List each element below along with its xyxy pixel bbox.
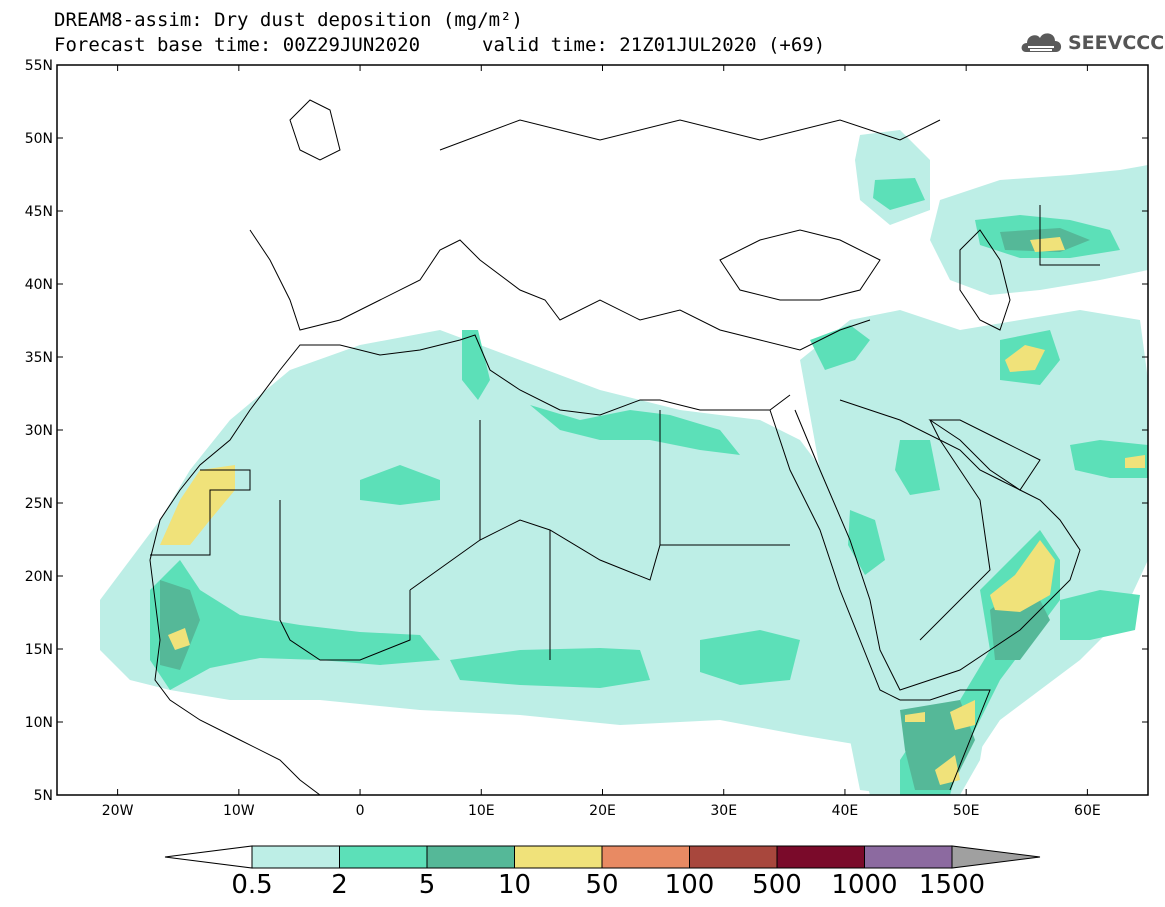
colorbar-label: 1000 <box>831 870 897 900</box>
lat-tick-label: 25N <box>25 496 53 512</box>
dust-field-eastern-europe <box>855 130 930 225</box>
dust-fields <box>100 99 1148 795</box>
lon-tick-label: 20W <box>102 803 134 819</box>
lon-tick-label: 50E <box>953 803 980 819</box>
colorbar-label: 50 <box>585 870 618 900</box>
colorbar-segment <box>689 845 778 869</box>
coastline-north-africa <box>149 334 791 561</box>
dust-field-sahel-band <box>450 648 650 688</box>
dust-field-red-sea <box>848 510 885 575</box>
colorbar-label: 5 <box>419 870 436 900</box>
colorbar: 0.5 2 5 10 50 100 500 1000 1500 <box>164 845 1041 900</box>
map-title: DREAM8-assim: Dry dust deposition (mg/m²… <box>54 9 523 31</box>
colorbar-label: 0.5 <box>231 870 272 900</box>
dust-field-iran-peak <box>1005 345 1045 372</box>
lat-tick-label: 40N <box>25 277 53 293</box>
colorbar-label: 10 <box>498 870 531 900</box>
dust-field-tunisia <box>462 330 490 400</box>
dust-field-pakistan <box>1070 440 1148 478</box>
dust-field-aral <box>1030 237 1065 252</box>
lat-tick-label: 10N <box>25 715 53 731</box>
dust-field-arabian-sea <box>1060 590 1140 640</box>
colorbar-segment <box>864 845 953 869</box>
longitude-axis: 20W 10W 0 10E 20E 30E 40E 50E 60E <box>102 65 1101 819</box>
colorbar-segment <box>776 845 865 869</box>
lat-tick-label: 5N <box>34 788 53 804</box>
colorbar-above-triangle <box>951 845 1041 869</box>
coastline-west-africa <box>149 559 321 795</box>
colorbar-segment <box>339 845 428 869</box>
border-arabia-interior <box>839 399 991 641</box>
lat-tick-label: 35N <box>25 350 53 366</box>
seevccc-logo: SEEVCCC <box>1018 26 1164 60</box>
dust-field-saudi <box>895 440 940 495</box>
lon-tick-label: 10W <box>223 803 255 819</box>
border-west <box>150 469 251 556</box>
dust-field-arabia <box>800 310 1148 795</box>
dust-field-iraq <box>810 325 870 370</box>
coastline-horn <box>900 689 991 791</box>
lon-tick-label: 20E <box>589 803 616 819</box>
lon-tick-label: 10E <box>468 803 495 819</box>
colorbar-label: 100 <box>665 870 715 900</box>
lon-tick-label: 30E <box>710 803 737 819</box>
dust-field-algeria <box>360 465 440 505</box>
lat-tick-label: 50N <box>25 131 53 147</box>
lat-tick-label: 30N <box>25 423 53 439</box>
forecast-base-time: Forecast base time: 00Z29JUN2020 <box>54 34 421 56</box>
dust-field-sahara <box>100 330 880 745</box>
dust-field-pakistan-peak <box>1125 455 1145 468</box>
coastline-europe <box>249 229 871 351</box>
colorbar-label: 2 <box>331 870 348 900</box>
colorbar-label: 1500 <box>919 870 985 900</box>
lon-tick-label: 40E <box>832 803 859 819</box>
colorbar-segment <box>426 845 515 869</box>
dust-field-sudan <box>700 630 800 685</box>
lat-tick-label: 20N <box>25 569 53 585</box>
border-sahara-2 <box>409 410 661 591</box>
coastline-black-sea <box>719 229 881 301</box>
coastline-british-isles <box>289 99 341 161</box>
dust-field-western-sahara <box>160 465 235 545</box>
border-sahara-1 <box>279 500 411 661</box>
lat-tick-label: 55N <box>25 58 53 74</box>
dust-field-somalia-peak <box>935 755 960 785</box>
coastline-persian-gulf <box>928 419 1041 491</box>
border-caucasus <box>1039 205 1100 266</box>
dust-field-mauritania <box>160 580 200 670</box>
cloud-icon <box>1021 33 1062 52</box>
colorbar-label: 500 <box>752 870 802 900</box>
latitude-axis: 5N 10N 15N 20N 25N 30N 35N 40N 45N 50N 55N <box>25 58 1148 804</box>
dust-field-horn-peak <box>950 700 975 730</box>
coastline-caspian <box>959 229 1011 331</box>
lat-tick-label: 45N <box>25 204 53 220</box>
lat-tick-label: 15N <box>25 642 53 658</box>
colorbar-segment <box>514 845 603 869</box>
border-east-europe <box>439 119 941 151</box>
coastline-arabia <box>794 409 1081 691</box>
colorbar-below-triangle <box>164 845 253 869</box>
dust-field-senegal <box>168 628 190 650</box>
logo-text: SEEVCCC <box>1068 32 1165 54</box>
dust-field-oman-peak <box>990 540 1055 612</box>
coastline-red-sea-west <box>769 409 901 701</box>
lon-tick-label: 0 <box>356 803 365 819</box>
dust-field-ukraine <box>873 178 925 210</box>
colorbar-segment <box>601 845 690 869</box>
lon-tick-label: 60E <box>1074 803 1101 819</box>
dust-field-libya <box>530 405 740 455</box>
valid-time: valid time: 21Z01JUL2020 (+69) <box>482 34 826 56</box>
dust-field-gulf-aden <box>905 712 925 722</box>
colorbar-segment <box>251 845 340 869</box>
border-sahara-3 <box>479 420 790 660</box>
